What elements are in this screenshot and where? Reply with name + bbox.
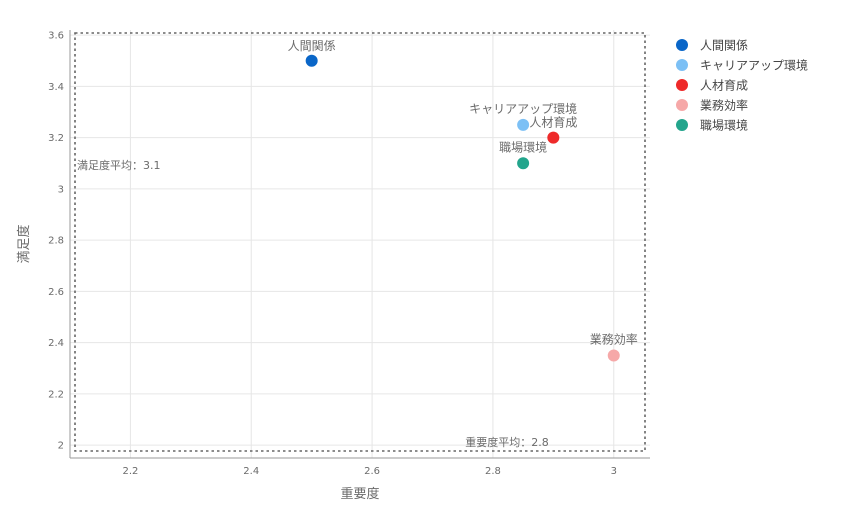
data-point-1 [305, 54, 318, 67]
x-axis-title: 重要度 [340, 486, 379, 502]
legend-marker-1 [676, 39, 688, 51]
grid-layer [70, 30, 650, 458]
quadrant-reference-box [74, 32, 646, 452]
y-tick-label: 2 [58, 441, 64, 452]
legend-marker-4 [676, 99, 688, 111]
y-tick-label: 3.4 [48, 82, 64, 93]
data-label-5: 職場環境 [499, 139, 547, 154]
y-tick-label: 3.2 [48, 133, 64, 144]
y-tick-label: 2.6 [48, 287, 64, 298]
points-layer [305, 54, 620, 362]
legend-marker-5 [676, 119, 688, 131]
legend-label-3: 人材育成 [700, 78, 748, 93]
x-tick-label: 2.6 [364, 466, 380, 477]
reference-layer [74, 32, 646, 452]
satisfaction-average-label: 満足度平均：3.1 [77, 158, 161, 172]
legend-marker-3 [676, 79, 688, 91]
x-tick-label: 2.8 [485, 466, 501, 477]
legend-label-5: 職場環境 [700, 118, 748, 133]
data-point-3 [547, 131, 560, 144]
y-tick-label: 2.8 [48, 236, 64, 247]
y-tick-label: 3.6 [48, 31, 64, 42]
legend-marker-2 [676, 59, 688, 71]
data-point-2 [517, 118, 530, 131]
legend-label-2: キャリアアップ環境 [700, 58, 808, 73]
x-tick-label: 2.4 [243, 466, 259, 477]
axis-layer: 2 2.2 2.4 2.6 2.8 3 3.2 3.4 3.6 2.2 2.4 2.6 2.8 3 [48, 30, 650, 477]
importance-average-label: 重要度平均：2.8 [465, 435, 549, 449]
y-tick-label: 3 [58, 184, 64, 195]
data-point-4 [607, 349, 620, 362]
legend-label-4: 業務効率 [700, 98, 748, 113]
data-label-3: 人材育成 [529, 115, 577, 130]
data-label-1: 人間関係 [288, 39, 336, 53]
legend-label-1: 人間関係 [700, 39, 748, 53]
data-label-2: キャリアアップ環境 [469, 101, 577, 116]
data-label-4: 業務効率 [590, 331, 638, 346]
y-tick-label: 2.4 [48, 338, 64, 349]
x-tick-label: 3 [611, 466, 617, 477]
x-tick-label: 2.2 [122, 466, 138, 477]
y-tick-label: 2.2 [48, 389, 64, 400]
data-point-5 [517, 157, 530, 170]
y-axis-title: 満足度 [16, 224, 32, 263]
